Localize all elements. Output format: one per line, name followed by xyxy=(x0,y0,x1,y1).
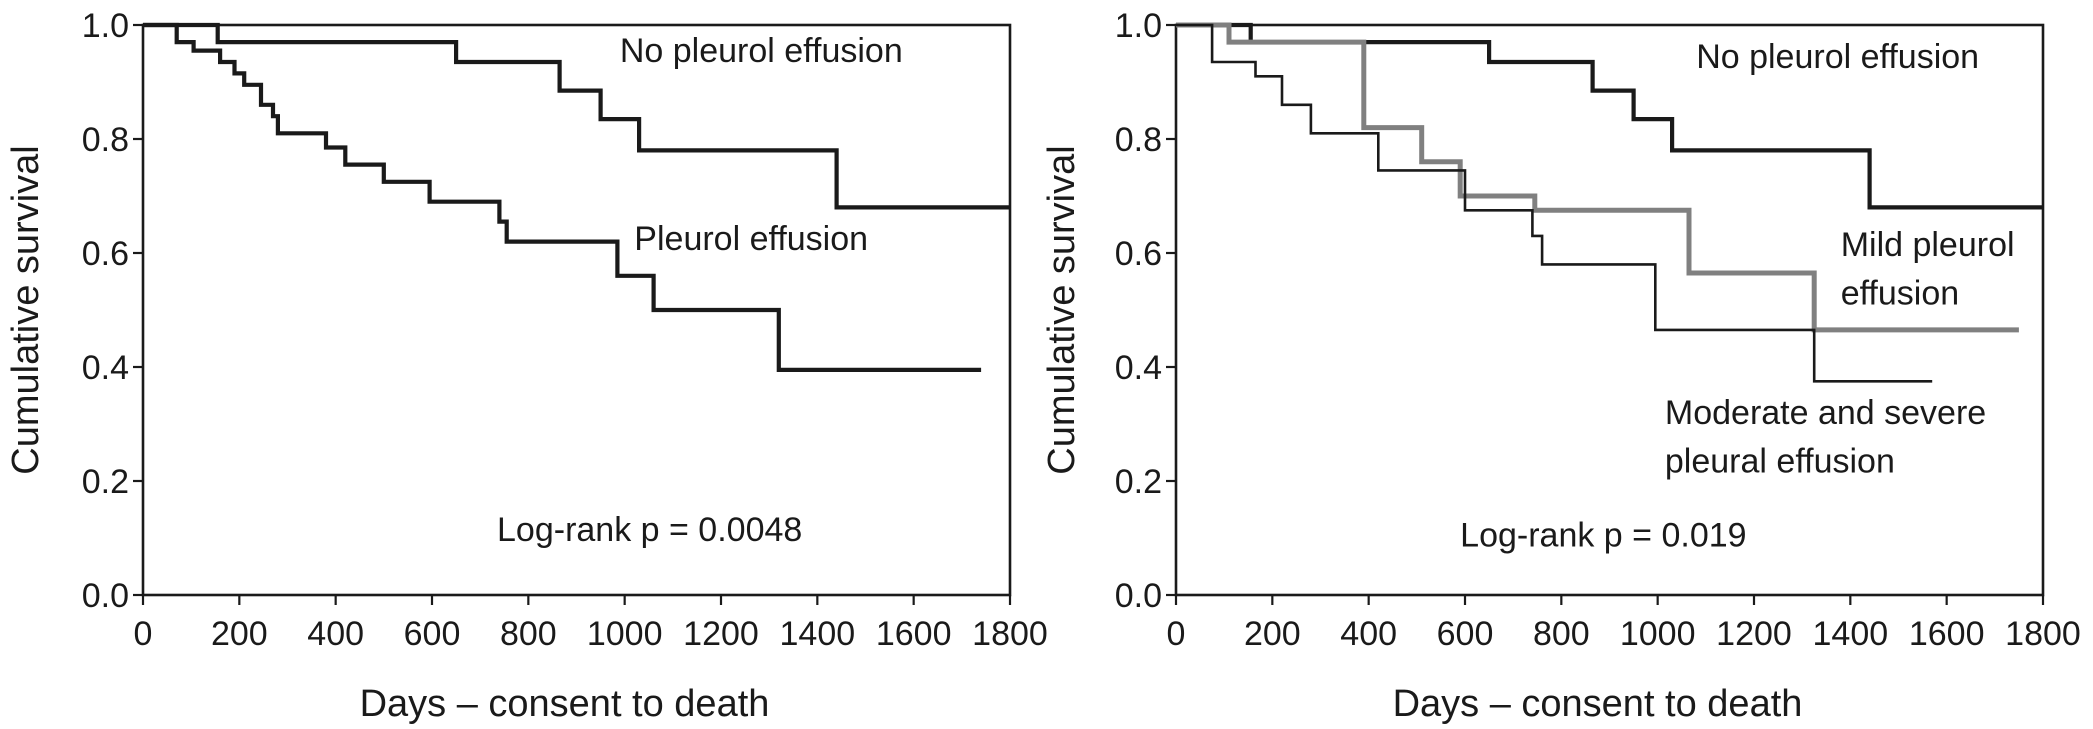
x-tick-label: 800 xyxy=(1533,615,1590,653)
chart-annotation: No pleurol effusion xyxy=(620,32,903,70)
x-tick-label: 1600 xyxy=(1909,615,1985,653)
x-tick-label: 1800 xyxy=(2005,615,2081,653)
chart-annotation: Moderate and severe xyxy=(1665,394,1986,432)
x-tick-label: 1400 xyxy=(780,615,856,653)
survival-curve-1 xyxy=(143,22,1010,210)
x-tick-label: 600 xyxy=(1437,615,1494,653)
x-axis-title: Days – consent to death xyxy=(1393,683,1803,725)
x-tick-label: 1400 xyxy=(1813,615,1889,653)
x-tick-label: 400 xyxy=(307,615,364,653)
survival-curve-2 xyxy=(143,22,982,372)
plot-frame xyxy=(141,23,1012,597)
x-tick-label: 600 xyxy=(404,615,461,653)
y-tick-label: 0.0 xyxy=(82,577,129,615)
y-tick-label: 0.2 xyxy=(82,463,129,501)
x-tick-label: 0 xyxy=(134,615,153,653)
y-axis-title: Cumulative survival xyxy=(1041,145,1083,474)
survival-curve-3 xyxy=(1176,23,1933,383)
x-tick-label: 1200 xyxy=(683,615,759,653)
chart-annotation: Log-rank p = 0.019 xyxy=(1460,517,1746,555)
x-tick-label: 1200 xyxy=(1716,615,1792,653)
chart-annotation: No pleurol effusion xyxy=(1696,38,1979,76)
y-tick-label: 1.0 xyxy=(1115,7,1162,45)
chart-annotation: Log-rank p = 0.0048 xyxy=(497,511,802,549)
x-tick-label: 1000 xyxy=(1620,615,1696,653)
y-tick-label: 0.2 xyxy=(1115,463,1162,501)
y-tick-label: 1.0 xyxy=(82,7,129,45)
chart-annotation: Mild pleurol xyxy=(1841,226,2015,264)
plot-frame xyxy=(1174,23,2045,597)
chart-annotation: pleural effusion xyxy=(1665,442,1895,480)
y-axis-title: Cumulative survival xyxy=(5,145,47,474)
x-tick-label: 200 xyxy=(211,615,268,653)
y-tick-label: 0.8 xyxy=(82,121,129,159)
x-tick-label: 1000 xyxy=(587,615,663,653)
x-tick-label: 1800 xyxy=(972,615,1048,653)
y-tick-label: 0.6 xyxy=(1115,235,1162,273)
x-tick-label: 0 xyxy=(1167,615,1186,653)
x-tick-label: 1600 xyxy=(876,615,952,653)
x-tick-label: 800 xyxy=(500,615,557,653)
y-tick-label: 0.8 xyxy=(1115,121,1162,159)
left-chart-panel: 0.0 0.2 0.4 0.6 0.8 1.0 0 200 400 600 800 1000 1200 1… xyxy=(5,7,1048,725)
survival-curve-2 xyxy=(1176,22,2019,333)
chart-annotation: Pleurol effusion xyxy=(634,220,868,258)
right-chart-panel: 0.0 0.2 0.4 0.6 0.8 1.0 0 200 400 600 800 1000 1200 1… xyxy=(1041,7,2081,725)
y-tick-label: 0.6 xyxy=(82,235,129,273)
x-tick-label: 400 xyxy=(1340,615,1397,653)
y-tick-label: 0.0 xyxy=(1115,577,1162,615)
y-tick-label: 0.4 xyxy=(82,349,129,387)
y-tick-label: 0.4 xyxy=(1115,349,1162,387)
x-axis-title: Days – consent to death xyxy=(360,683,770,725)
x-tick-label: 200 xyxy=(1244,615,1301,653)
chart-annotation: effusion xyxy=(1841,274,1959,312)
